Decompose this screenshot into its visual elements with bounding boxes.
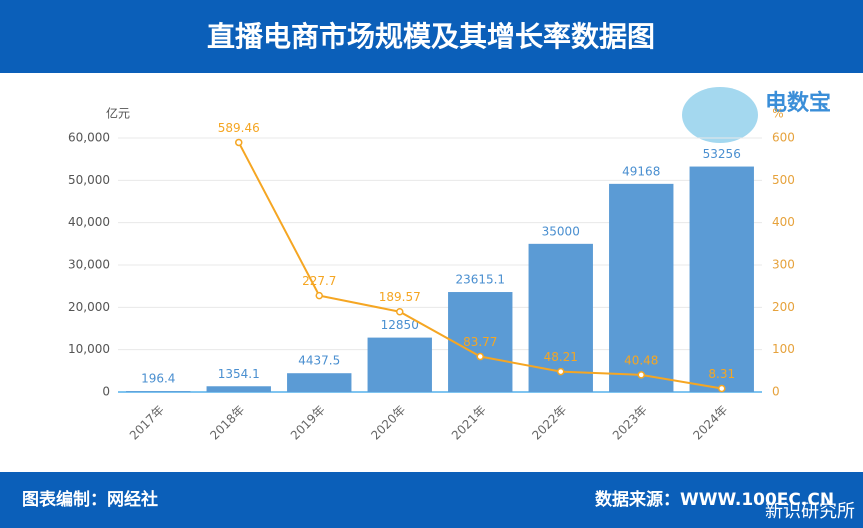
y2-tick-label: 200 [772, 300, 795, 314]
header-band [0, 0, 863, 73]
line-point [637, 371, 645, 379]
y-tick-label: 60,000 [68, 131, 110, 145]
y-axis-label: 亿元 [106, 106, 130, 121]
y-tick-label: 40,000 [68, 215, 110, 229]
bar-value-label: 196.4 [141, 372, 175, 386]
y2-tick-label: 0 [772, 385, 780, 399]
bar [689, 166, 754, 392]
logo-cloud [682, 87, 758, 143]
line-point [315, 291, 323, 300]
y-tick-label: 20,000 [68, 300, 110, 314]
bar-value-label: 12850 [381, 318, 419, 332]
y2-axis-label: % [772, 107, 783, 121]
bar [206, 386, 271, 392]
line-value-label: 8.31 [708, 367, 735, 381]
watermark: 新识研究所 [765, 501, 855, 522]
logo: 电数宝 [765, 90, 831, 116]
y2-tick-label: 400 [772, 215, 795, 229]
line-value-label: 83.77 [463, 335, 497, 349]
line-value-label: 189.57 [379, 290, 421, 304]
line-point [557, 367, 565, 376]
line-value-label: 40.48 [624, 353, 658, 367]
credit: 图表编制：网经社 [22, 489, 158, 510]
bar-value-label: 1354.1 [218, 367, 260, 381]
line-value-label: 589.46 [218, 121, 260, 135]
bar-value-label: 35000 [542, 224, 580, 238]
y2-tick-label: 300 [772, 258, 795, 272]
bar [609, 183, 674, 392]
bar [448, 292, 513, 392]
line-point [718, 384, 726, 393]
y2-tick-label: 500 [772, 173, 795, 187]
line-point [476, 352, 484, 361]
bar-value-label: 53256 [703, 147, 741, 161]
y2-tick-label: 100 [772, 342, 795, 356]
y-tick-label: 10,000 [68, 342, 110, 356]
y-tick-label: 30,000 [68, 258, 110, 272]
line-point [235, 138, 243, 147]
bar [367, 337, 432, 392]
y-tick-label: 0 [102, 385, 110, 399]
line-value-label: 48.21 [544, 350, 578, 364]
y2-tick-label: 600 [772, 131, 795, 145]
line-point [396, 307, 404, 316]
chart-title: 直播电商市场规模及其增长率数据图 [207, 20, 655, 53]
bar [126, 391, 191, 392]
line-value-label: 227.7 [302, 274, 336, 288]
bar-value-label: 23615.1 [455, 273, 505, 287]
footer-band [0, 472, 863, 528]
source: 数据来源：WWW.100EC.CN [595, 489, 834, 510]
bar [287, 373, 352, 392]
bar-value-label: 49168 [622, 164, 660, 178]
bar-value-label: 4437.5 [298, 354, 340, 368]
y-tick-label: 50,000 [68, 173, 110, 187]
